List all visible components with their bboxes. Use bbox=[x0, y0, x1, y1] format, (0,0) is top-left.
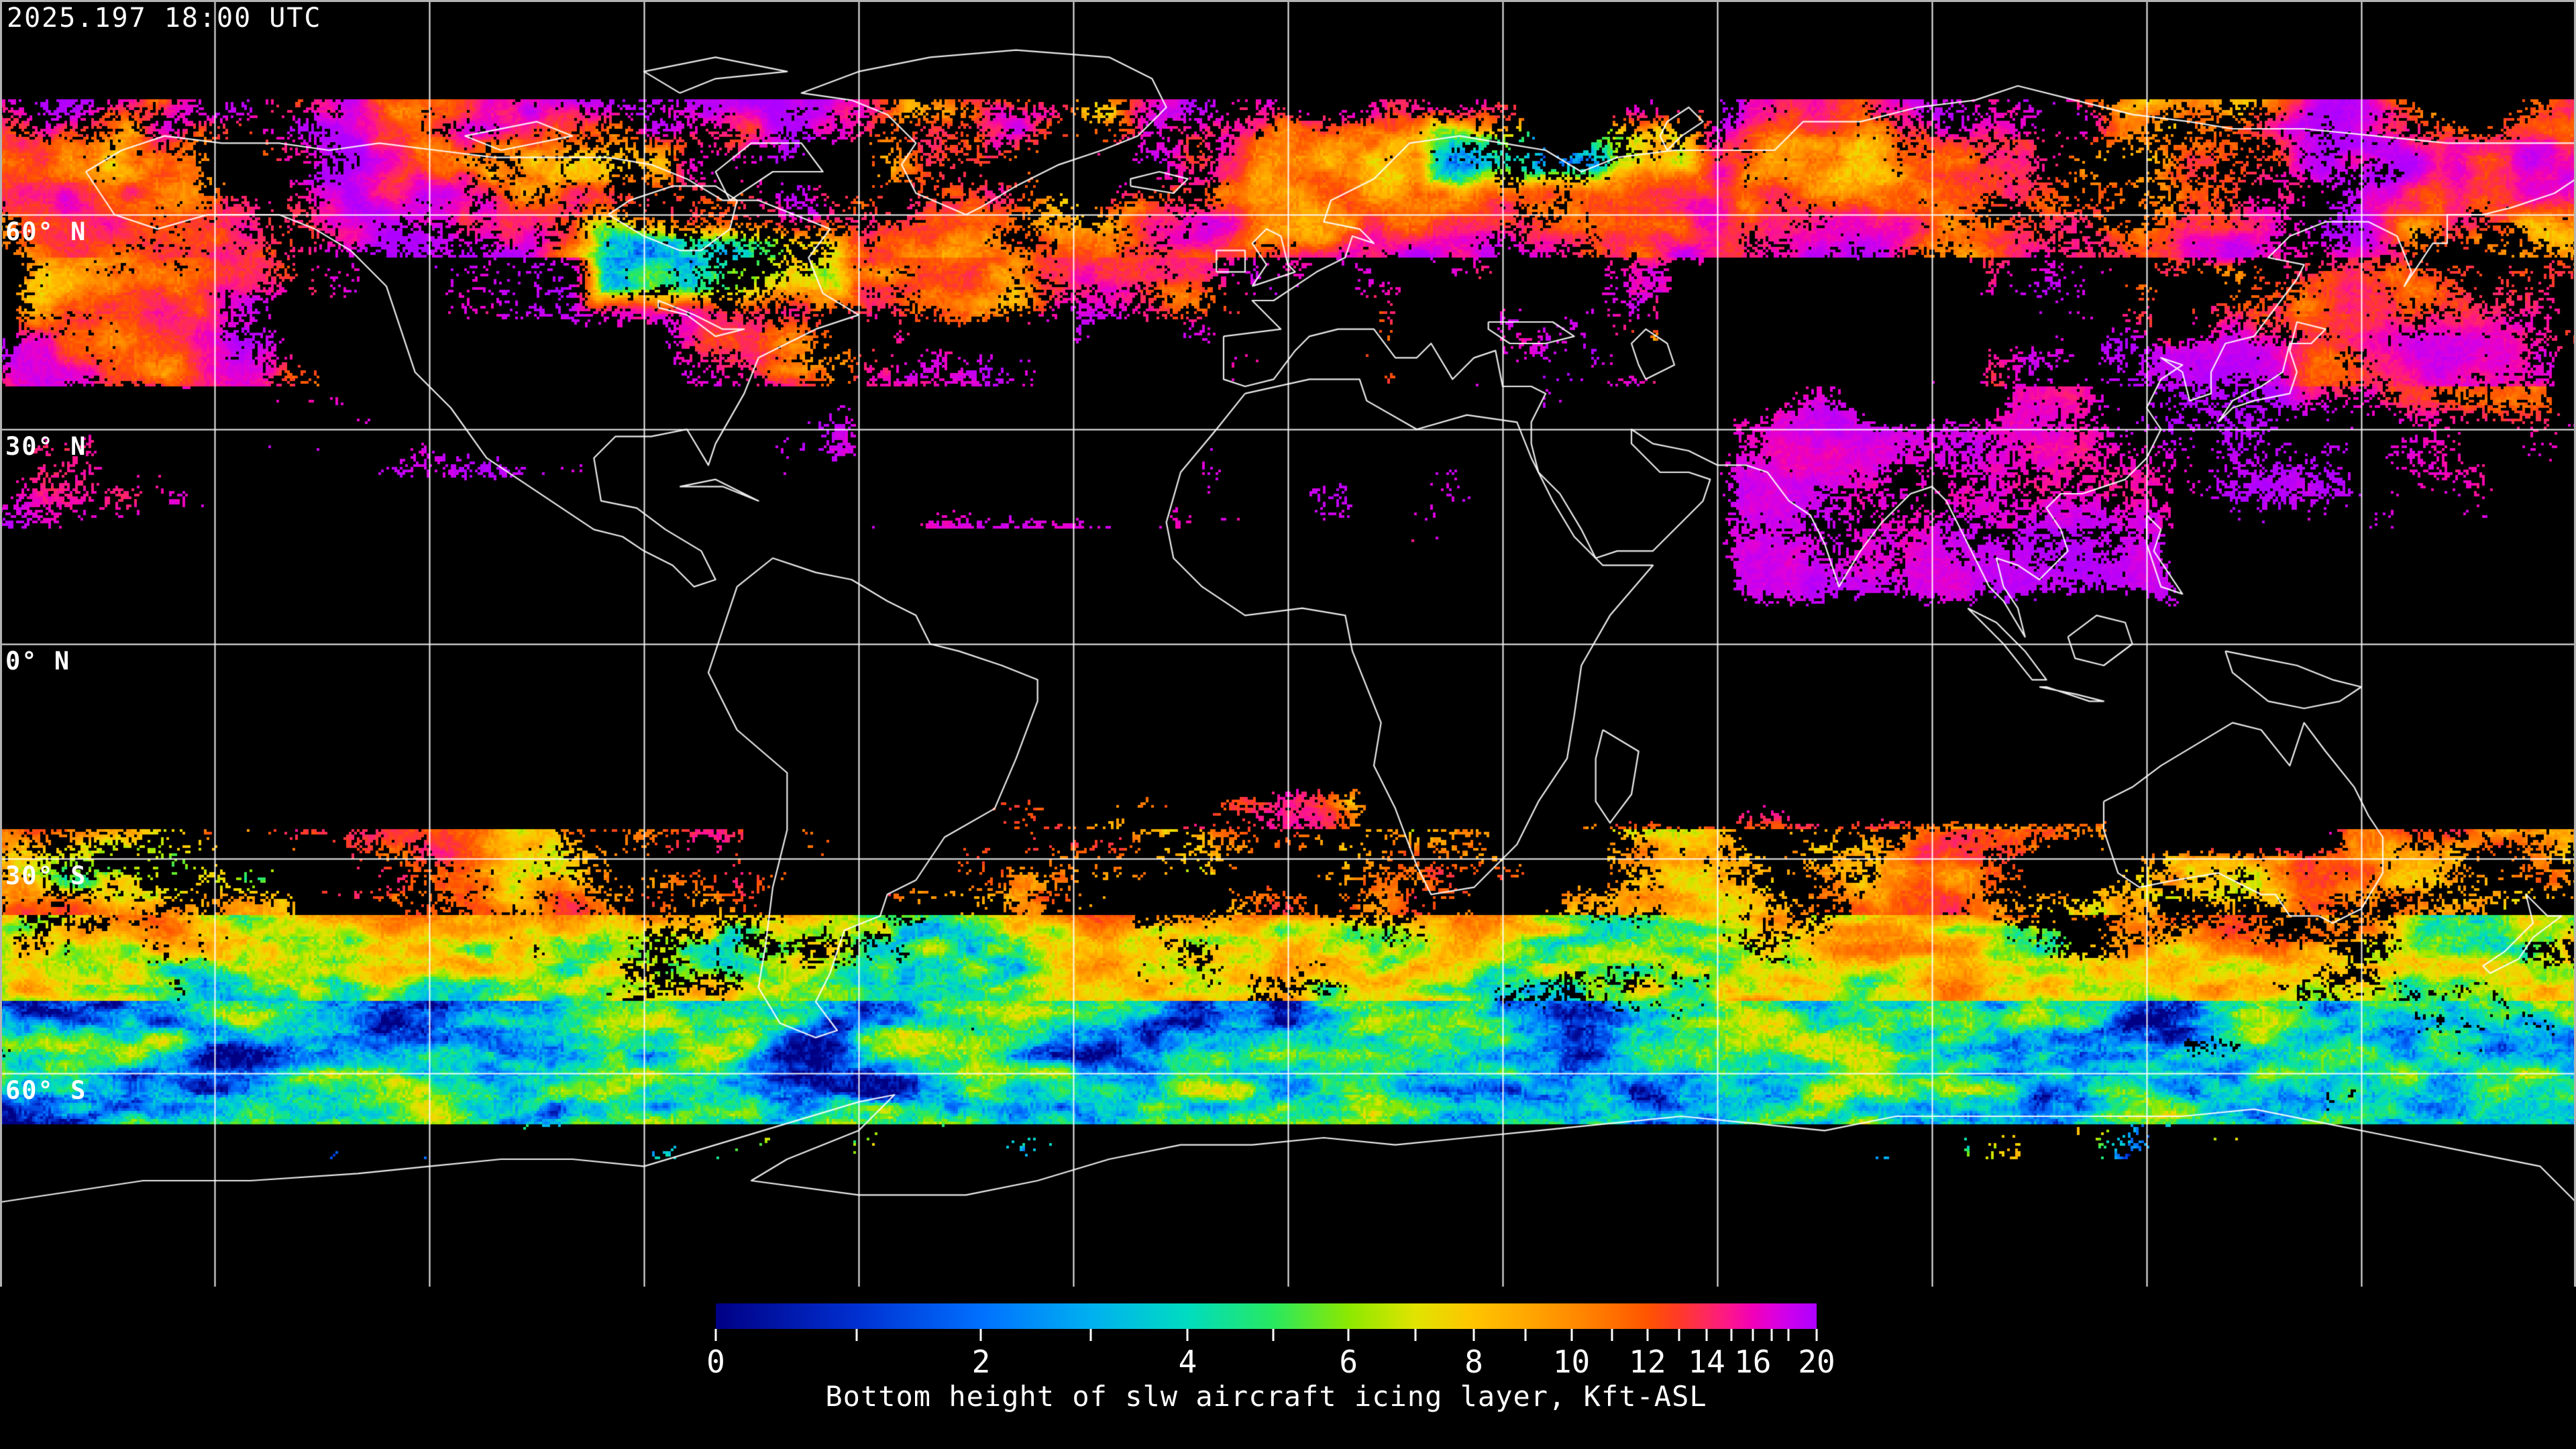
colorbar-tick-label: 2 bbox=[971, 1344, 991, 1380]
colorbar-tick bbox=[1678, 1329, 1680, 1341]
colorbar: 0 2 4 6 8 10 12 14 16 20 Bottom height of slw air… bbox=[706, 1303, 1835, 1444]
colorbar-tick-label: 10 bbox=[1552, 1344, 1591, 1380]
colorbar-tick bbox=[714, 1329, 717, 1341]
colorbar-tick bbox=[979, 1329, 982, 1341]
colorbar-tick bbox=[1730, 1329, 1733, 1341]
colorbar-tick bbox=[1646, 1329, 1649, 1341]
latitude-label: 60° N bbox=[5, 217, 87, 246]
colorbar-tick-label: 14 bbox=[1688, 1344, 1725, 1380]
timestamp-label: 2025.197 18:00 UTC bbox=[7, 3, 322, 34]
colorbar-tick-label: 4 bbox=[1178, 1344, 1197, 1380]
colorbar-tick-label: 20 bbox=[1798, 1344, 1835, 1380]
colorbar-tick bbox=[1186, 1329, 1189, 1341]
colorbar-tick bbox=[1611, 1329, 1613, 1341]
colorbar-tick bbox=[1815, 1329, 1818, 1341]
colorbar-tick-label: 6 bbox=[1339, 1344, 1358, 1380]
latitude-label: 30° S bbox=[5, 861, 87, 890]
colorbar-tick bbox=[1524, 1329, 1527, 1341]
colorbar-tick bbox=[855, 1329, 858, 1341]
colorbar-gradient bbox=[716, 1303, 1817, 1329]
colorbar-tick-label: 16 bbox=[1734, 1344, 1772, 1380]
colorbar-tick-label: 0 bbox=[706, 1344, 725, 1380]
colorbar-tick bbox=[1347, 1329, 1350, 1341]
colorbar-tick bbox=[1770, 1329, 1773, 1341]
colorbar-tick bbox=[1752, 1329, 1754, 1341]
latitude-label: 60° S bbox=[5, 1076, 87, 1105]
latitude-label: 0° N bbox=[5, 647, 71, 676]
colorbar-caption: Bottom height of slw aircraft icing laye… bbox=[825, 1380, 1707, 1413]
colorbar-tick bbox=[1787, 1329, 1790, 1341]
latitude-label: 30° N bbox=[5, 432, 87, 461]
colorbar-tick-label: 8 bbox=[1464, 1344, 1483, 1380]
colorbar-tick bbox=[1089, 1329, 1092, 1341]
colorbar-tick bbox=[1705, 1329, 1708, 1341]
colorbar-tick bbox=[1272, 1329, 1275, 1341]
colorbar-tick bbox=[1472, 1329, 1475, 1341]
colorbar-tick bbox=[1570, 1329, 1573, 1341]
colorbar-tick-label: 12 bbox=[1629, 1344, 1666, 1380]
colorbar-tick bbox=[1414, 1329, 1416, 1341]
